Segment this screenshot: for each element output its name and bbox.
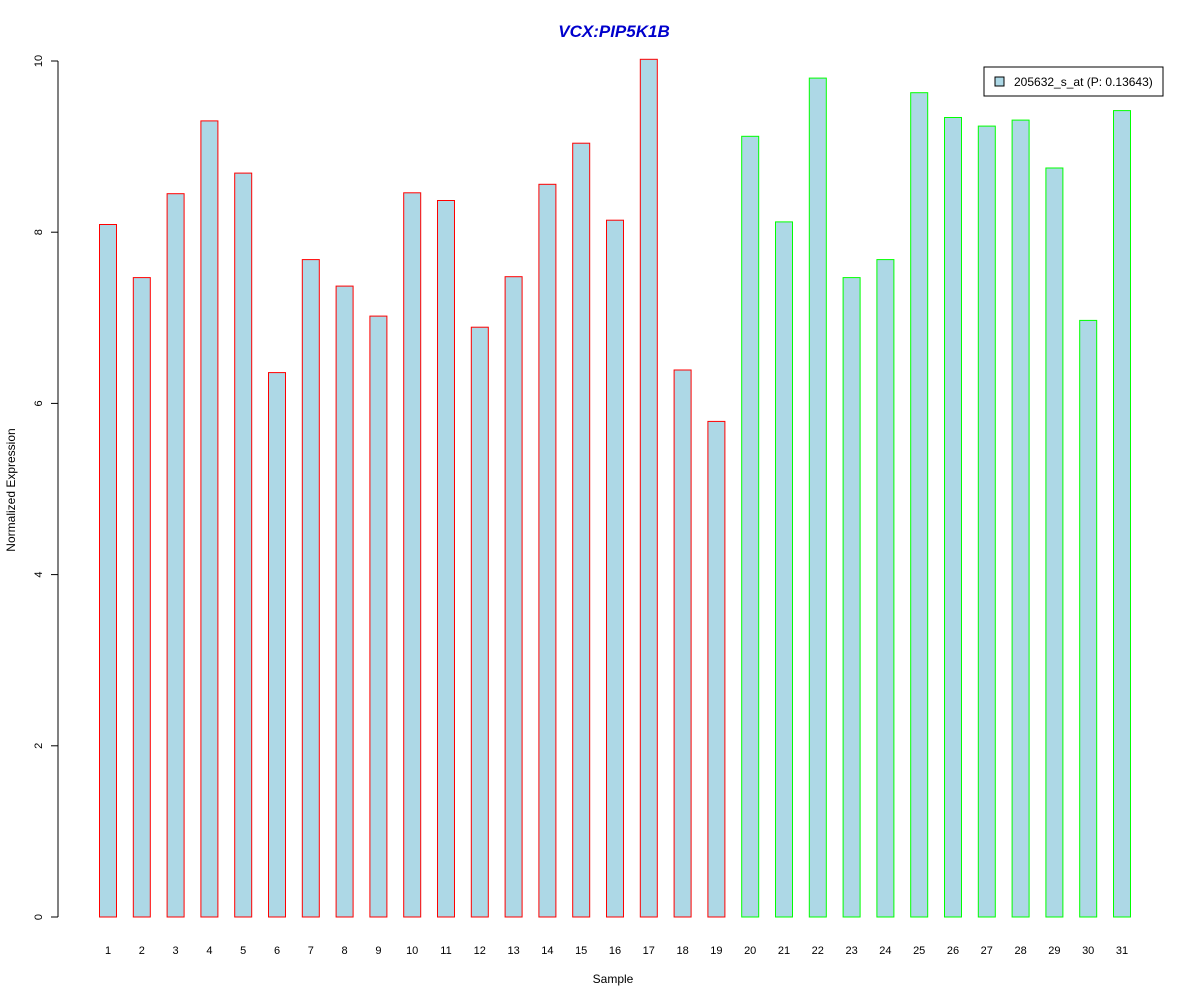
y-tick-label: 0	[33, 914, 45, 920]
y-tick-label: 6	[33, 400, 45, 406]
bar-sample-6	[268, 372, 286, 918]
y-tick-label: 2	[33, 743, 45, 749]
x-tick-label: 26	[947, 945, 959, 957]
x-tick-label: 16	[609, 945, 621, 957]
bar-sample-15	[572, 142, 591, 918]
x-tick-label: 6	[274, 945, 280, 957]
x-axis-tick-labels: 1 2 3 4 5 6 7 8 9 10 11 12 13 14 15 16 17 18 19 20 21 22 23 24 2…	[105, 945, 1128, 957]
y-tick-label: 10	[33, 55, 45, 67]
y-axis: 0 2 4 6 8 10	[33, 55, 59, 920]
bar-sample-5	[234, 172, 253, 918]
bar-sample-26	[944, 117, 962, 918]
bar-sample-23	[842, 277, 861, 918]
x-tick-label: 11	[440, 945, 451, 957]
bar-sample-8	[335, 285, 354, 918]
x-tick-label: 23	[845, 945, 857, 957]
bar-sample-17	[639, 58, 658, 918]
bar-sample-19	[707, 420, 726, 918]
bar-sample-22	[808, 77, 827, 918]
x-tick-label: 18	[676, 945, 688, 957]
x-tick-label: 14	[541, 945, 553, 957]
bars	[99, 58, 1131, 918]
legend-label: 205632_s_at (P: 0.13643)	[1014, 75, 1153, 89]
x-tick-label: 13	[507, 945, 519, 957]
bar-sample-30	[1079, 319, 1098, 918]
bar-sample-4	[200, 120, 219, 918]
bar-sample-20	[741, 135, 760, 918]
x-tick-label: 27	[981, 945, 993, 957]
y-axis-title: Normalized Expression	[4, 428, 18, 551]
x-tick-label: 4	[206, 945, 212, 957]
bar-sample-12	[470, 326, 489, 918]
x-tick-label: 17	[643, 945, 655, 957]
legend-box	[983, 66, 1164, 97]
bar-sample-29	[1045, 167, 1064, 918]
bar-sample-16	[606, 219, 624, 918]
bar-sample-3	[166, 193, 185, 918]
chart-title: VCX:PIP5K1B	[558, 22, 669, 41]
bar-sample-13	[504, 276, 523, 918]
bar-sample-27	[977, 125, 996, 918]
legend: 205632_s_at (P: 0.13643)	[983, 66, 1164, 97]
bar-sample-24	[876, 259, 895, 918]
bar-sample-25	[910, 92, 929, 918]
bar-sample-10	[403, 192, 422, 918]
bar-sample-2	[132, 277, 151, 918]
x-tick-label: 24	[879, 945, 891, 957]
bar-sample-7	[301, 259, 320, 918]
x-tick-label: 20	[744, 945, 756, 957]
bar-sample-21	[775, 221, 793, 918]
x-tick-label: 7	[308, 945, 314, 957]
bar-sample-14	[538, 183, 557, 918]
x-tick-label: 2	[139, 945, 145, 957]
x-tick-label: 25	[913, 945, 925, 957]
bar-sample-11	[437, 200, 455, 918]
x-axis-title: Sample	[593, 972, 634, 986]
bar-sample-1	[99, 224, 117, 918]
x-tick-label: 5	[240, 945, 246, 957]
x-tick-label: 29	[1048, 945, 1060, 957]
x-tick-label: 19	[710, 945, 722, 957]
x-tick-label: 8	[342, 945, 348, 957]
bar-sample-18	[673, 369, 692, 918]
x-tick-label: 31	[1116, 945, 1128, 957]
x-tick-label: 10	[406, 945, 418, 957]
x-tick-label: 9	[375, 945, 381, 957]
x-tick-label: 28	[1014, 945, 1026, 957]
bar-sample-31	[1113, 110, 1131, 918]
x-tick-label: 22	[812, 945, 824, 957]
x-tick-label: 21	[778, 945, 790, 957]
bar-sample-28	[1011, 119, 1030, 918]
x-tick-label: 15	[575, 945, 587, 957]
x-tick-label: 12	[474, 945, 486, 957]
y-tick-label: 4	[33, 572, 45, 578]
bar-sample-9	[369, 315, 388, 918]
x-tick-label: 3	[173, 945, 179, 957]
x-tick-label: 30	[1082, 945, 1094, 957]
legend-swatch	[994, 76, 1005, 87]
y-tick-label: 8	[33, 229, 45, 235]
x-tick-label: 1	[105, 945, 111, 957]
